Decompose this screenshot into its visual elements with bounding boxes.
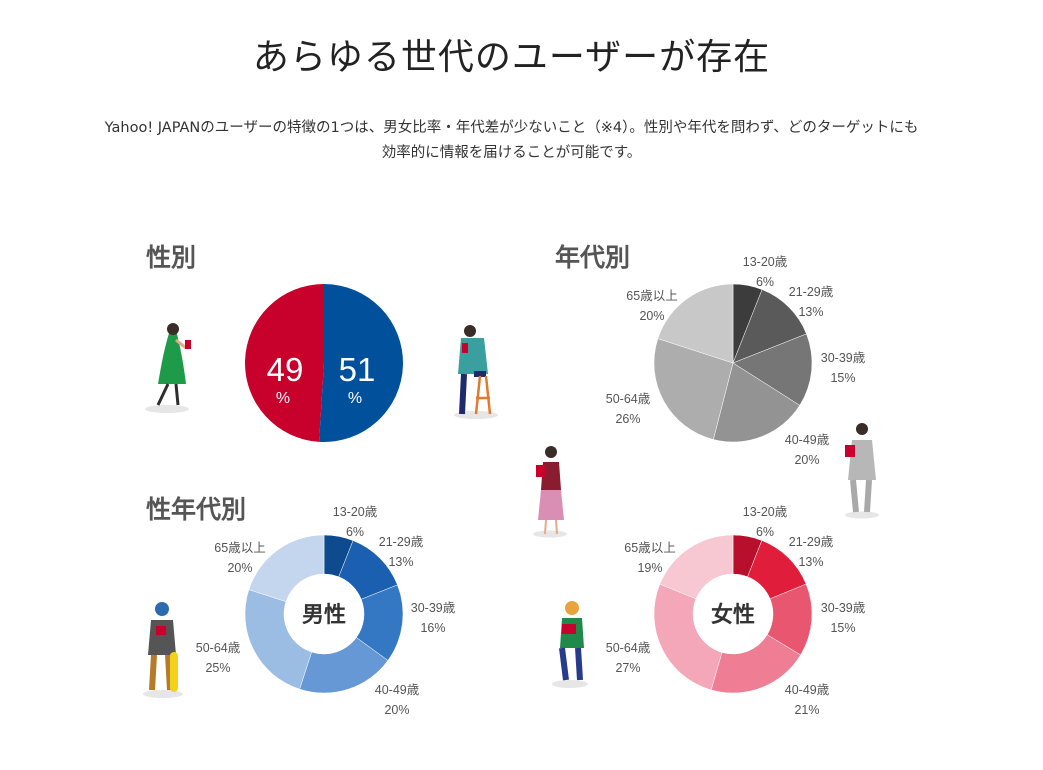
- slice-value-label-age-5: 20%: [639, 309, 664, 323]
- slice-category-label-male_age-5: 65歳以上: [214, 541, 265, 555]
- male-age-donut-chart: 13-20歳 6% 21-29歳 13% 30-39歳 16% 40-49歳 20% 50-64…: [196, 505, 456, 717]
- slice-value-label-female_age-1: 13%: [798, 555, 823, 569]
- slice-value-label-age-4: 26%: [615, 412, 640, 426]
- gender-unit-label-1: %: [348, 390, 362, 407]
- gender-chart-title: 性別: [146, 243, 196, 272]
- slice-category-label-female_age-0: 13-20歳: [743, 505, 788, 519]
- slice-category-label-age-5: 65歳以上: [626, 289, 677, 303]
- slice-category-label-age-3: 40-49歳: [785, 433, 830, 447]
- slice-category-label-age-2: 30-39歳: [821, 351, 866, 365]
- chart-slice-age-1: [732, 289, 807, 364]
- slice-category-label-female_age-1: 21-29歳: [789, 535, 834, 549]
- chart-slice-female_age-4: [653, 583, 723, 691]
- slice-category-label-male_age-3: 40-49歳: [375, 683, 420, 697]
- page-description: Yahoo! JAPANのユーザーの特徴の1つは、男女比率・年代差が少ないこと（…: [40, 116, 983, 166]
- slice-category-label-male_age-1: 21-29歳: [379, 535, 424, 549]
- chart-slice-age-2: [732, 333, 813, 406]
- age-pie-chart: 13-20歳 6% 21-29歳 13% 30-39歳 15% 40-49歳 20% 50-64…: [606, 255, 866, 467]
- businessman-illustration: [845, 423, 879, 519]
- slice-value-label-age-1: 13%: [798, 305, 823, 319]
- slice-value-label-male_age-1: 13%: [388, 555, 413, 569]
- man-on-stool-illustration: [454, 325, 498, 419]
- description-line-2: 効率的に情報を届けることが可能です。: [381, 145, 642, 161]
- gender-age-chart-title: 性年代別: [146, 495, 246, 524]
- slice-value-label-female_age-5: 19%: [637, 561, 662, 575]
- slice-value-label-female_age-4: 27%: [615, 661, 640, 675]
- woman-walking-illustration: [145, 323, 191, 413]
- description-line-1: Yahoo! JAPANのユーザーの特徴の1つは、男女比率・年代差が少ないこと（…: [104, 120, 919, 136]
- chart-slice-age-5: [657, 283, 734, 364]
- gender-pie-chart: 49% 51%: [244, 284, 403, 442]
- chart-slice-age-4: [653, 338, 734, 440]
- gender-slice-female: [244, 284, 324, 442]
- woman-with-book-illustration: [533, 446, 567, 538]
- slice-value-label-age-3: 20%: [794, 453, 819, 467]
- slice-value-label-male_age-3: 20%: [384, 703, 409, 717]
- slice-category-label-male_age-4: 50-64歳: [196, 641, 241, 655]
- slice-category-label-female_age-2: 30-39歳: [821, 601, 866, 615]
- gender-slice-male: [319, 284, 403, 442]
- gender-value-label-0: 49: [267, 351, 304, 388]
- slice-value-label-female_age-0: 6%: [756, 525, 774, 539]
- slice-value-label-male_age-2: 16%: [420, 621, 445, 635]
- slice-category-label-female_age-4: 50-64歳: [606, 641, 651, 655]
- slice-value-label-age-0: 6%: [756, 275, 774, 289]
- slice-category-label-female_age-5: 65歳以上: [624, 541, 675, 555]
- slice-value-label-female_age-2: 15%: [830, 621, 855, 635]
- male-center-label: 男性: [302, 603, 346, 628]
- chart-slice-female_age-5: [659, 534, 734, 600]
- slice-value-label-male_age-0: 6%: [346, 525, 364, 539]
- slice-category-label-male_age-0: 13-20歳: [333, 505, 378, 519]
- slice-category-label-age-4: 50-64歳: [606, 392, 651, 406]
- slice-category-label-male_age-2: 30-39歳: [411, 601, 456, 615]
- slice-category-label-age-1: 21-29歳: [789, 285, 834, 299]
- chart-slice-male_age-4: [244, 589, 312, 690]
- female-age-donut-chart: 13-20歳 6% 21-29歳 13% 30-39歳 15% 40-49歳 21% 50-64…: [606, 505, 866, 717]
- page-title: あらゆる世代のユーザーが存在: [252, 37, 771, 78]
- slice-category-label-age-0: 13-20歳: [743, 255, 788, 269]
- chart-slice-male_age-5: [248, 534, 325, 602]
- slice-value-label-age-2: 15%: [830, 371, 855, 385]
- slice-value-label-male_age-5: 20%: [227, 561, 252, 575]
- slice-category-label-female_age-3: 40-49歳: [785, 683, 830, 697]
- chart-slice-age-3: [713, 362, 801, 443]
- gender-unit-label-0: %: [276, 390, 290, 407]
- female-center-label: 女性: [711, 602, 755, 628]
- boy-with-skateboard-illustration: [143, 602, 183, 698]
- woman-sitting-reading-illustration: [552, 601, 588, 688]
- age-chart-title: 年代別: [555, 243, 630, 272]
- slice-value-label-female_age-3: 21%: [794, 703, 819, 717]
- gender-value-label-1: 51: [339, 351, 376, 388]
- slice-value-label-male_age-4: 25%: [205, 661, 230, 675]
